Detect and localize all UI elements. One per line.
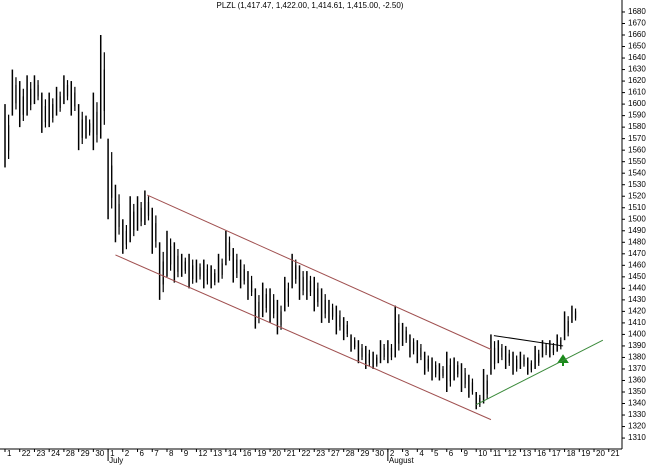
x-tick-label: 9: [463, 449, 468, 458]
x-tick-label: 19: [581, 449, 590, 458]
y-tick-label: 1490: [628, 226, 646, 235]
x-tick-label: 7: [154, 449, 159, 458]
x-tick-label: 16: [243, 449, 252, 458]
y-tick-label: 1330: [628, 410, 646, 419]
y-tick-label: 1660: [628, 30, 646, 39]
x-tick-label: 6: [449, 449, 454, 458]
y-tick-label: 1360: [628, 376, 646, 385]
x-tick-label: 16: [537, 449, 546, 458]
x-tick-label: 3: [405, 449, 410, 458]
y-tick-label: 1510: [628, 203, 646, 212]
x-tick-label: 28: [66, 449, 75, 458]
x-tick-label: 22: [302, 449, 311, 458]
x-tick-label: 14: [228, 449, 237, 458]
y-tick-label: 1320: [628, 422, 646, 431]
y-tick-label: 1610: [628, 88, 646, 97]
chart-title: PLZL (1,417.47, 1,422.00, 1,414.61, 1,41…: [217, 1, 404, 10]
x-tick-label: 30: [375, 449, 384, 458]
y-tick-label: 1430: [628, 295, 646, 304]
y-tick-label: 1670: [628, 19, 646, 28]
x-tick-label: 28: [346, 449, 355, 458]
y-tick-label: 1400: [628, 330, 646, 339]
x-tick-label: 13: [213, 449, 222, 458]
x-tick-label: 30: [95, 449, 104, 458]
x-tick-label: 20: [596, 449, 605, 458]
trend-line: [475, 339, 604, 406]
x-tick-label: 5: [434, 449, 439, 458]
x-tick-label: 9: [184, 449, 189, 458]
trend-line: [115, 254, 492, 421]
x-tick-label: 27: [331, 449, 340, 458]
x-tick-label: 12: [508, 449, 517, 458]
month-label: August: [389, 456, 415, 465]
x-tick-label: 21: [611, 449, 620, 458]
x-tick-label: 29: [360, 449, 369, 458]
y-tick-label: 1460: [628, 260, 646, 269]
y-tick-label: 1640: [628, 53, 646, 62]
x-tick-label: 2: [390, 449, 395, 458]
y-tick-label: 1470: [628, 249, 646, 258]
y-tick-label: 1630: [628, 65, 646, 74]
y-tick-label: 1540: [628, 168, 646, 177]
y-tick-label: 1650: [628, 42, 646, 51]
x-tick-label: 23: [36, 449, 45, 458]
x-tick-label: 11: [493, 449, 502, 458]
x-tick-label: 6: [140, 449, 145, 458]
x-tick-label: 12: [198, 449, 207, 458]
y-tick-label: 1680: [628, 7, 646, 16]
x-tick-label: 13: [522, 449, 531, 458]
y-tick-label: 1530: [628, 180, 646, 189]
x-tick-label: 8: [169, 449, 174, 458]
y-tick-label: 1580: [628, 122, 646, 131]
x-tick-label: 1: [7, 449, 12, 458]
y-tick-label: 1440: [628, 283, 646, 292]
x-tick-label: 21: [287, 449, 296, 458]
y-tick-label: 1380: [628, 353, 646, 362]
y-tick-label: 1420: [628, 306, 646, 315]
x-tick-label: 19: [257, 449, 266, 458]
y-tick-label: 1450: [628, 272, 646, 281]
y-tick-label: 1390: [628, 341, 646, 350]
y-tick-label: 1550: [628, 157, 646, 166]
y-tick-label: 1590: [628, 111, 646, 120]
y-tick-label: 1480: [628, 237, 646, 246]
x-tick-label: 23: [316, 449, 325, 458]
x-tick-label: 22: [22, 449, 31, 458]
y-tick-label: 1310: [628, 433, 646, 442]
y-tick-label: 1350: [628, 387, 646, 396]
month-label: July: [109, 456, 123, 465]
y-tick-label: 1560: [628, 145, 646, 154]
x-tick-label: 20: [272, 449, 281, 458]
trend-line: [147, 194, 492, 350]
y-tick-label: 1500: [628, 214, 646, 223]
trend-line: [493, 335, 564, 347]
x-tick-label: 17: [552, 449, 561, 458]
y-tick-label: 1410: [628, 318, 646, 327]
x-tick-label: 1: [110, 449, 115, 458]
x-tick-label: 10: [478, 449, 487, 458]
y-tick-label: 1520: [628, 191, 646, 200]
x-tick-label: 24: [51, 449, 60, 458]
y-tick-label: 1370: [628, 364, 646, 373]
x-tick-label: 18: [567, 449, 576, 458]
y-tick-label: 1340: [628, 399, 646, 408]
x-tick-label: 2: [125, 449, 130, 458]
y-tick-label: 1600: [628, 99, 646, 108]
y-tick-label: 1620: [628, 76, 646, 85]
x-tick-label: 4: [419, 449, 424, 458]
y-tick-label: 1570: [628, 134, 646, 143]
x-tick-label: 29: [81, 449, 90, 458]
